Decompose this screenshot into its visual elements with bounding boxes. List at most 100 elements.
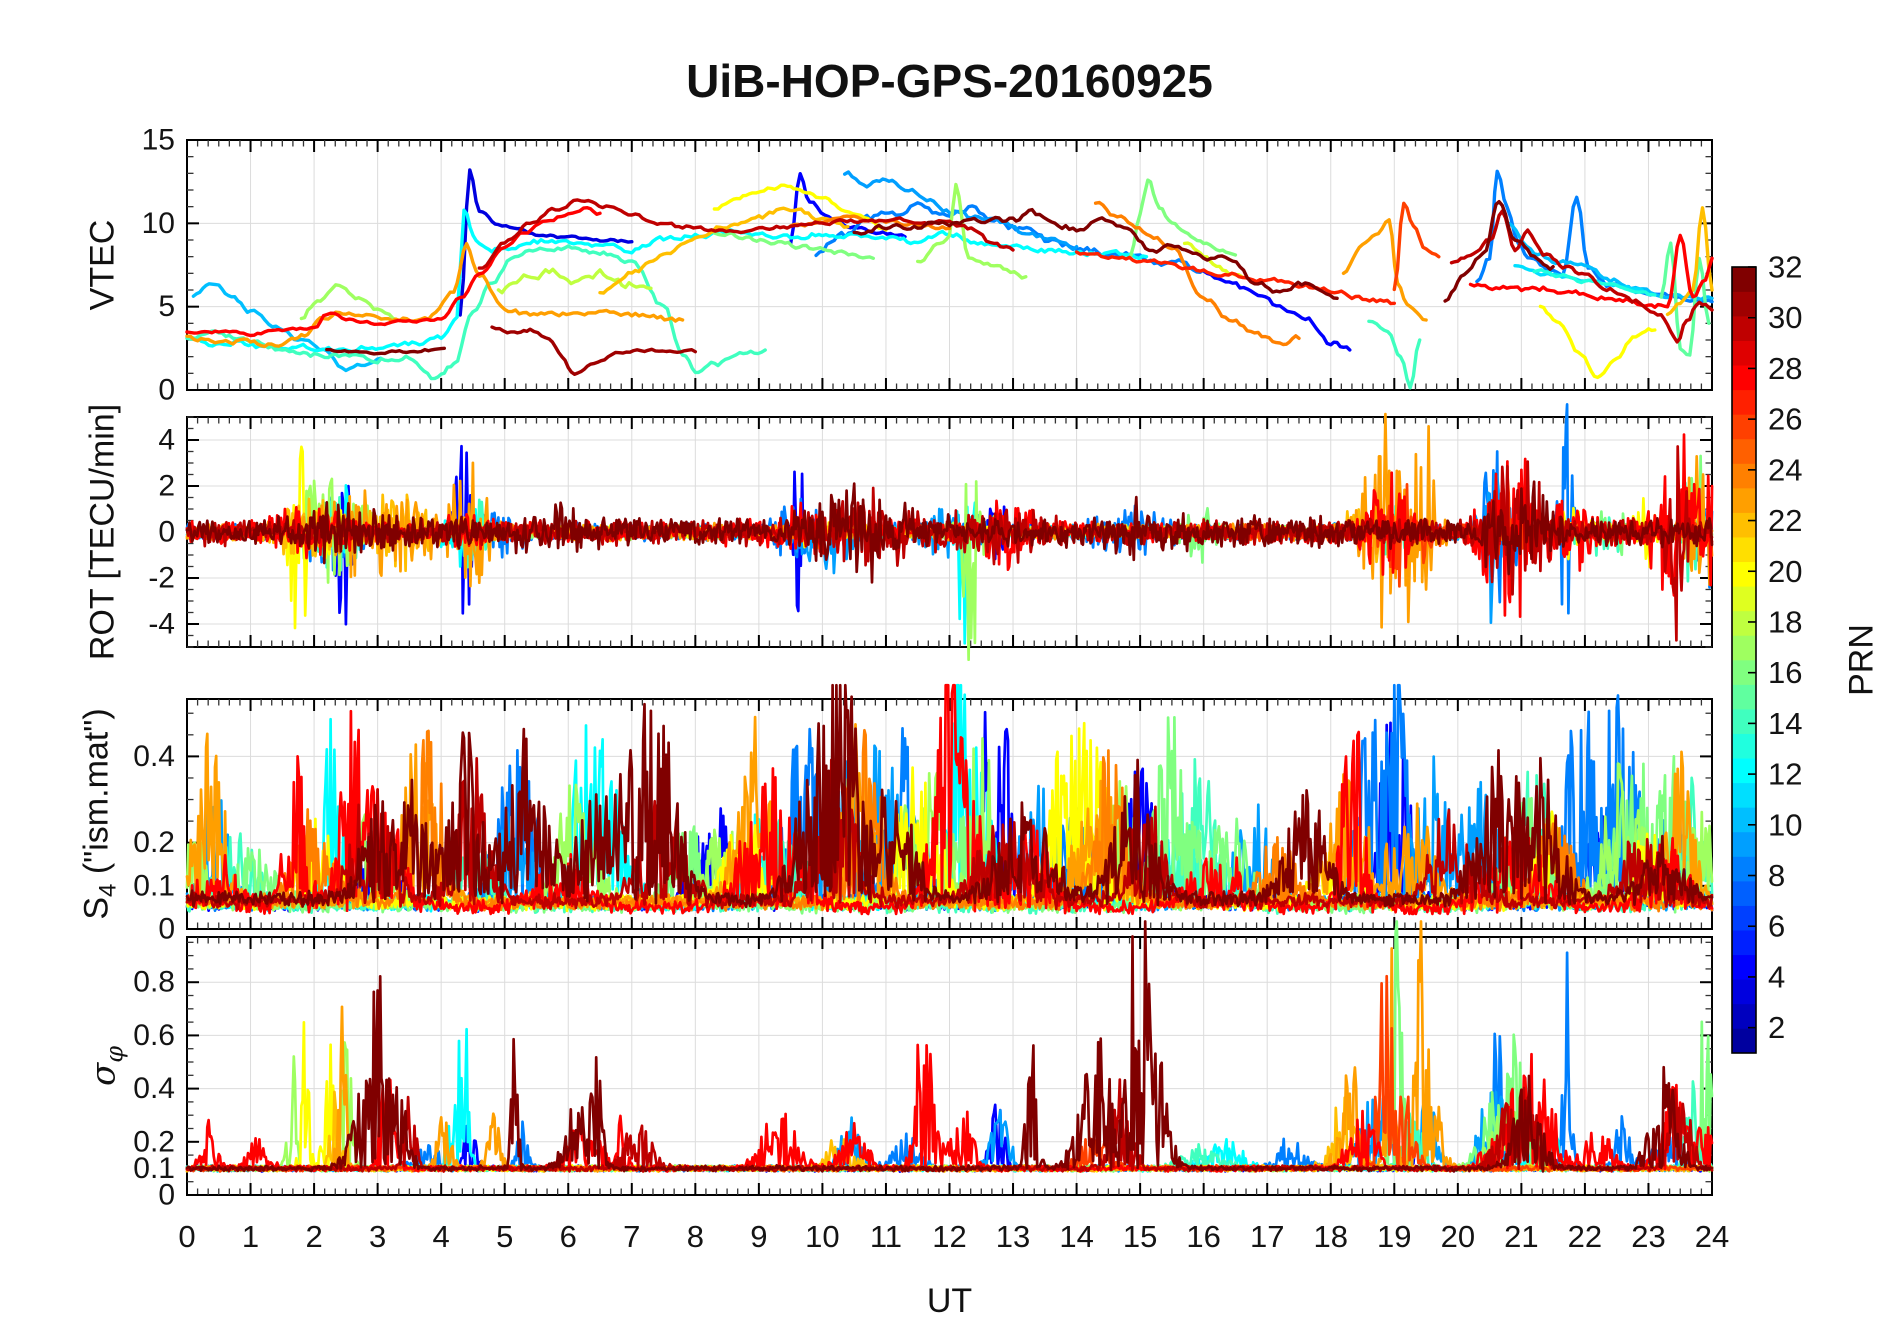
svg-text:18: 18 (1314, 1219, 1348, 1254)
colorbar-label: PRN (1842, 624, 1881, 696)
colorbar-cell-prn-17 (1732, 635, 1756, 661)
series-prn-28 (1468, 233, 1714, 309)
ylabel-vtec: VTEC (83, 219, 122, 311)
svg-text:13: 13 (996, 1219, 1030, 1254)
colorbar-cell-prn-31 (1732, 291, 1756, 317)
svg-text:21: 21 (1504, 1219, 1538, 1254)
svg-text:9: 9 (750, 1219, 767, 1254)
series-prn-20 (712, 183, 888, 232)
colorbar-cell-prn-11 (1732, 782, 1756, 808)
colorbar-cell-prn-3 (1732, 979, 1756, 1005)
svg-text:10: 10 (1768, 807, 1802, 842)
svg-text:15: 15 (142, 124, 175, 157)
series-prn-32 (852, 207, 1339, 300)
svg-text:0.4: 0.4 (133, 1072, 175, 1105)
chart-title: UiB-HOP-GPS-20160925 (686, 55, 1213, 107)
series-prn-15 (1659, 241, 1711, 357)
svg-text:12: 12 (1768, 757, 1802, 792)
svg-text:0.6: 0.6 (133, 1019, 175, 1052)
series-prn-31 (490, 325, 697, 376)
svg-text:22: 22 (1768, 503, 1802, 538)
svg-text:6: 6 (560, 1219, 577, 1254)
svg-text:28: 28 (1768, 351, 1802, 386)
svg-text:10: 10 (805, 1219, 839, 1254)
series-prn-9 (843, 170, 1079, 252)
svg-text:32: 32 (1768, 250, 1802, 285)
svg-text:2: 2 (305, 1219, 322, 1254)
series-prn-32 (325, 346, 446, 356)
series-prn-28 (185, 683, 1714, 916)
svg-text:1: 1 (242, 1219, 259, 1254)
vtec-series (185, 168, 1714, 390)
svg-text:0: 0 (158, 374, 175, 407)
series-prn-20 (1538, 304, 1657, 380)
panel-vtec: 0 5 10 15 (142, 124, 1714, 407)
svg-text:8: 8 (687, 1219, 704, 1254)
colorbar-cell-prn-23 (1732, 487, 1756, 513)
series-prn-16 (1128, 178, 1238, 258)
svg-text:4: 4 (433, 1219, 450, 1254)
svg-text:5: 5 (158, 290, 175, 323)
svg-text:7: 7 (623, 1219, 640, 1254)
svg-text:17: 17 (1250, 1219, 1284, 1254)
svg-text:0.1: 0.1 (133, 1152, 175, 1185)
colorbar-cell-prn-9 (1732, 831, 1756, 857)
series-prn-3 (458, 168, 634, 317)
svg-text:19: 19 (1377, 1219, 1411, 1254)
colorbar-cell-prn-32 (1732, 266, 1756, 292)
colorbar-cell-prn-12 (1732, 757, 1756, 784)
series-prn-26 (1392, 201, 1441, 292)
colorbar-cell-prn-8 (1732, 856, 1756, 882)
series-prn-32 (1443, 200, 1555, 303)
svg-text:14: 14 (1768, 706, 1802, 741)
svg-text:20: 20 (1768, 554, 1802, 589)
svg-text:6: 6 (1768, 909, 1785, 944)
series-prn-30 (185, 757, 1714, 911)
colorbar-cell-prn-1 (1732, 1028, 1756, 1054)
ylabel-rot: ROT [TECU/min] (83, 403, 122, 661)
colorbar-cell-prn-2 (1732, 1003, 1756, 1029)
colorbar-cell-prn-26 (1732, 414, 1756, 440)
series-prn-22 (598, 206, 850, 295)
colorbar-cell-prn-22 (1732, 512, 1756, 538)
series-prn-27 (1074, 250, 1396, 306)
ylabel-sigma-phi: σφ (83, 1045, 129, 1087)
colorbar-cell-prn-20 (1732, 561, 1756, 587)
colorbar-cell-prn-7 (1732, 880, 1756, 906)
svg-text:4: 4 (1768, 959, 1785, 994)
colorbar-cell-prn-15 (1732, 684, 1756, 710)
series-prn-12 (185, 208, 1149, 354)
colorbar-cell-prn-10 (1732, 807, 1756, 833)
colorbar-cell-prn-13 (1732, 733, 1756, 759)
colorbar-cell-prn-21 (1732, 536, 1756, 563)
svg-text:12: 12 (932, 1219, 966, 1254)
colorbar-cell-prn-14 (1732, 708, 1756, 734)
svg-text:0: 0 (178, 1219, 195, 1254)
svg-text:0.2: 0.2 (133, 1125, 175, 1158)
svg-text:15: 15 (1123, 1219, 1157, 1254)
svg-text:2: 2 (158, 470, 175, 503)
colorbar-cell-prn-18 (1732, 610, 1756, 636)
panel-rot: -4 -2 0 2 4 (148, 403, 1714, 662)
colorbar-cell-prn-19 (1732, 586, 1756, 612)
ylabel-s4: S4 ("ism.mat") (77, 708, 122, 920)
svg-text:-2: -2 (148, 562, 175, 595)
svg-text:16: 16 (1768, 655, 1802, 690)
svg-text:18: 18 (1768, 604, 1802, 639)
svg-text:0.2: 0.2 (133, 826, 175, 859)
colorbar-cell-prn-29 (1732, 340, 1756, 366)
svg-text:20: 20 (1441, 1219, 1475, 1254)
series-prn-32 (185, 683, 1714, 909)
series-prn-32 (185, 480, 1714, 584)
series-prn-17 (916, 182, 1028, 280)
series-prn-23 (185, 242, 685, 349)
svg-text:24: 24 (1695, 1219, 1729, 1254)
colorbar-cell-prn-24 (1732, 463, 1756, 489)
series-prn-23 (1341, 218, 1428, 322)
panel-s4: 0 0.1 0.2 0.4 (133, 683, 1714, 946)
sigma_phi-series (185, 920, 1714, 1173)
colorbar-cell-prn-4 (1732, 954, 1756, 980)
